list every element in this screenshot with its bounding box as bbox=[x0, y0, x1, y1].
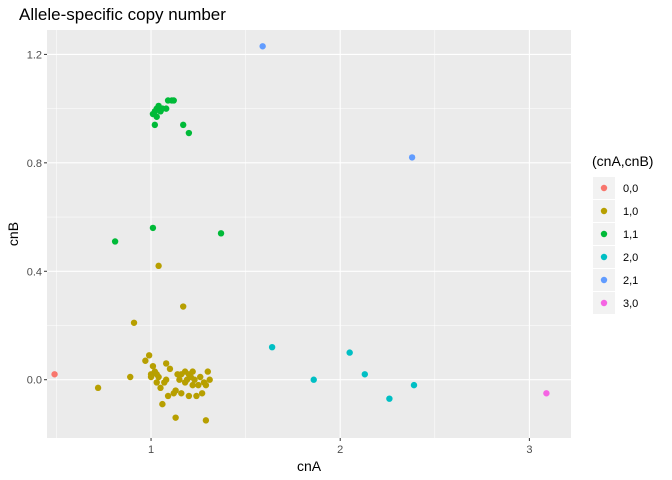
data-point bbox=[361, 371, 369, 378]
y-tick-label: 0.4 bbox=[27, 266, 42, 278]
data-point bbox=[162, 105, 170, 112]
legend-marker bbox=[600, 253, 608, 261]
data-point bbox=[310, 376, 317, 383]
data-point bbox=[170, 97, 177, 104]
data-point bbox=[155, 373, 162, 381]
data-point bbox=[185, 392, 193, 400]
x-axis-ticks: 1 2 3 bbox=[148, 438, 532, 456]
data-point bbox=[206, 376, 213, 383]
legend-label: 3,0 bbox=[623, 298, 638, 310]
data-point bbox=[151, 121, 159, 129]
data-point bbox=[346, 349, 353, 356]
legend-marker bbox=[600, 207, 608, 215]
data-point bbox=[145, 352, 153, 359]
x-tick-label: 1 bbox=[148, 444, 154, 456]
data-point bbox=[157, 384, 164, 392]
data-points bbox=[51, 43, 550, 424]
major-gridlines bbox=[47, 30, 571, 438]
legend-item: 1,1 bbox=[593, 223, 638, 245]
data-point bbox=[197, 373, 204, 381]
plot-panel bbox=[47, 30, 571, 438]
data-point bbox=[153, 113, 160, 120]
legend-item: 2,1 bbox=[593, 269, 638, 291]
data-point bbox=[193, 392, 200, 400]
data-point bbox=[142, 357, 149, 364]
legend-item: 0,0 bbox=[593, 177, 638, 199]
x-tick-label: 3 bbox=[526, 444, 532, 456]
data-point bbox=[149, 224, 157, 232]
y-axis-ticks: 0.0 0.4 0.8 1.2 bbox=[27, 49, 47, 387]
data-point bbox=[410, 381, 418, 389]
x-tick-label: 2 bbox=[337, 444, 343, 456]
legend-item: 3,0 bbox=[593, 292, 638, 314]
data-point bbox=[166, 365, 174, 373]
data-point bbox=[408, 154, 416, 161]
y-tick-label: 0.8 bbox=[27, 158, 42, 170]
data-point bbox=[176, 376, 183, 383]
legend-label: 2,0 bbox=[623, 252, 638, 264]
data-point bbox=[178, 390, 185, 397]
data-point bbox=[172, 387, 179, 394]
legend-marker bbox=[600, 230, 608, 238]
data-point bbox=[164, 392, 172, 400]
legend-title: (cnA,cnB) bbox=[592, 153, 653, 169]
data-point bbox=[51, 371, 58, 378]
data-point bbox=[268, 343, 276, 351]
data-point bbox=[202, 417, 210, 424]
data-point bbox=[180, 303, 187, 310]
legend-label: 0,0 bbox=[623, 183, 638, 195]
data-point bbox=[189, 368, 196, 375]
data-point bbox=[198, 390, 206, 397]
legend-marker bbox=[600, 184, 608, 192]
legend-marker bbox=[600, 276, 608, 284]
data-point bbox=[217, 230, 225, 237]
data-point bbox=[155, 262, 162, 270]
data-point bbox=[111, 238, 119, 245]
data-point bbox=[159, 400, 166, 408]
data-point bbox=[259, 43, 266, 50]
data-point bbox=[149, 362, 157, 370]
legend-item: 2,0 bbox=[593, 246, 638, 268]
data-point bbox=[162, 376, 170, 383]
data-point bbox=[204, 368, 211, 375]
legend-marker bbox=[600, 299, 608, 307]
data-point bbox=[147, 373, 155, 381]
data-point bbox=[162, 360, 170, 367]
data-point bbox=[185, 129, 193, 137]
data-point bbox=[195, 381, 202, 389]
chart-title: Allele-specific copy number bbox=[19, 5, 226, 24]
data-point bbox=[543, 390, 550, 397]
data-point bbox=[130, 319, 138, 326]
data-point bbox=[172, 414, 179, 421]
data-point bbox=[94, 384, 102, 392]
data-point bbox=[191, 376, 198, 383]
y-axis-title: cnB bbox=[5, 222, 21, 246]
x-axis-title: cnA bbox=[297, 458, 322, 474]
data-point bbox=[189, 381, 196, 389]
y-tick-label: 0.0 bbox=[27, 375, 42, 387]
data-point bbox=[153, 379, 160, 386]
legend-label: 1,1 bbox=[623, 229, 638, 241]
data-point bbox=[202, 381, 210, 389]
data-point bbox=[127, 373, 134, 381]
legend: (cnA,cnB) 0,0 1,0 1,1 2,0 2,1 3,0 bbox=[592, 153, 653, 314]
data-point bbox=[180, 121, 187, 129]
legend-label: 1,0 bbox=[623, 206, 638, 218]
y-tick-label: 1.2 bbox=[27, 49, 42, 61]
legend-items: 0,0 1,0 1,1 2,0 2,1 3,0 bbox=[593, 177, 638, 314]
legend-item: 1,0 bbox=[593, 200, 638, 222]
legend-label: 2,1 bbox=[623, 275, 638, 287]
data-point bbox=[386, 395, 393, 402]
